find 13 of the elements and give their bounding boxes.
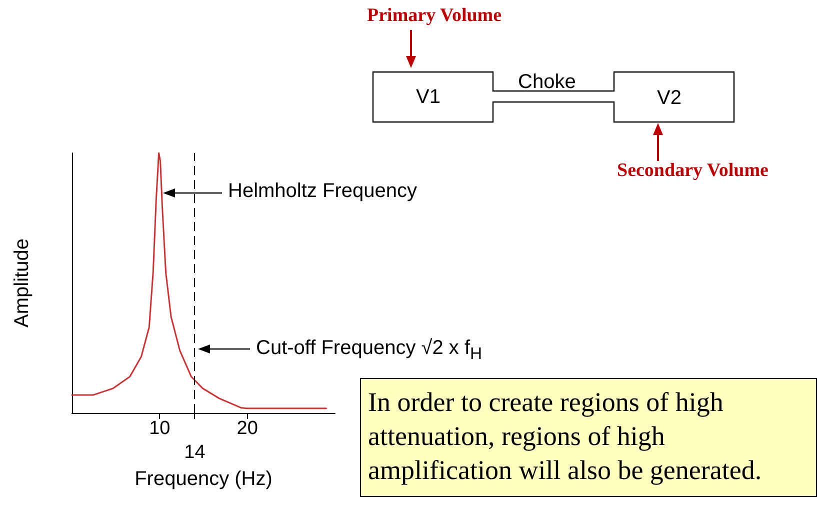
ref-line-label: 14 [184, 442, 206, 463]
x-tick-label: 10 [149, 418, 170, 439]
text: V2 [657, 87, 682, 110]
x-tick-label: 20 [236, 418, 258, 439]
annotation: Helmholtz Frequency [228, 180, 417, 203]
text: Primary Volume [367, 5, 502, 27]
y-axis-title: Amplitude [11, 238, 33, 328]
text: In order to create regions of high attenuation, regions of high amplification will also be generated. [368, 386, 763, 487]
text: Secondary Volume [617, 160, 768, 182]
text: V1 [416, 86, 440, 109]
x-axis-title: Frequency (Hz) [134, 468, 272, 490]
text: Choke [518, 71, 576, 94]
annotation: Cut-off Frequency √2 x f$_{H}$ [256, 337, 482, 364]
